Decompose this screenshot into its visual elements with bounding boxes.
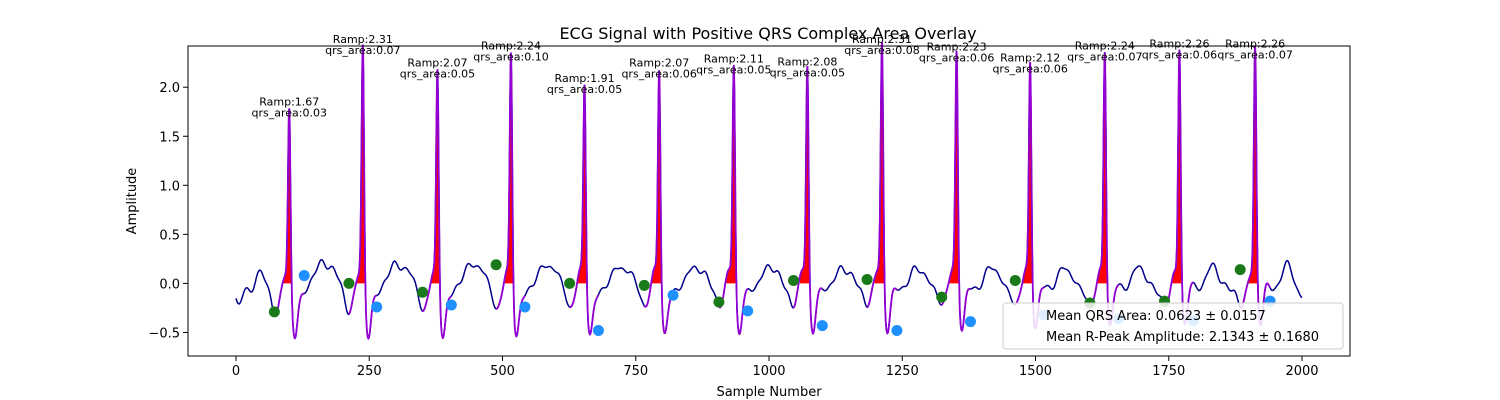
- x-tick-label: 1500: [1019, 364, 1052, 379]
- ramp-label-13: Ramp:2.26: [1149, 38, 1209, 51]
- qrs-onset-marker-9: [861, 273, 873, 285]
- qrs-onset-marker-3: [417, 286, 429, 298]
- qrs-area-label-4: qrs_area:0.10: [473, 51, 548, 64]
- y-tick-label: 1.5: [159, 130, 180, 145]
- y-tick-label: 1.0: [159, 179, 180, 194]
- legend-entry-mean-r-peak-amplitude: Mean R-Peak Amplitude: 2.1343 ± 0.1680: [1046, 330, 1319, 345]
- qrs-segment-10: [941, 50, 971, 332]
- y-axis: −0.5 0.0 0.5 1.0 1.5 2.0: [148, 81, 188, 341]
- ramp-label-14: Ramp:2.26: [1225, 38, 1285, 51]
- x-tick-label: 1000: [752, 364, 785, 379]
- qrs-segment-2: [348, 44, 377, 340]
- qrs-area-label-6: qrs_area:0.06: [621, 67, 696, 80]
- qrs-offset-marker-5: [592, 324, 604, 336]
- qrs-area-label-7: qrs_area:0.05: [696, 63, 771, 76]
- qrs-offset-marker-2: [371, 301, 383, 313]
- x-tick-label: 2000: [1285, 364, 1318, 379]
- x-tick-label: 0: [232, 364, 240, 379]
- qrs-segment-5: [569, 84, 600, 336]
- ramp-label-5: Ramp:1.91: [555, 72, 615, 85]
- chart-title: ECG Signal with Positive QRS Complex Are…: [559, 24, 976, 43]
- y-tick-label: −0.5: [148, 326, 180, 341]
- ramp-label-6: Ramp:2.07: [629, 56, 689, 69]
- ecg-signal-line: [235, 42, 1303, 340]
- x-axis-title: Sample Number: [716, 385, 822, 400]
- qrs-offset-marker-1: [298, 270, 310, 282]
- x-tick-label: 1750: [1152, 364, 1185, 379]
- qrs-onset-marker-6: [638, 279, 650, 291]
- qrs-offset-marker-9: [891, 324, 903, 336]
- ramp-label-1: Ramp:1.67: [259, 96, 319, 109]
- qrs-segment-6: [643, 70, 674, 335]
- qrs-segment-13: [1163, 49, 1194, 325]
- qrs-segment-4: [495, 52, 526, 338]
- qrs-area-label-1: qrs_area:0.03: [252, 107, 327, 120]
- ramp-label-10: Ramp:2.23: [927, 41, 987, 54]
- x-tick-label: 500: [490, 364, 515, 379]
- qrs-area-label-9: qrs_area:0.08: [844, 44, 919, 57]
- qrs-segment-8: [792, 65, 823, 335]
- qrs-segment-11: [1014, 62, 1045, 330]
- qrs-area-label-5: qrs_area:0.05: [547, 83, 622, 96]
- x-tick-label: 1250: [886, 364, 919, 379]
- qrs-onset-marker-7: [713, 296, 725, 308]
- qrs-offset-marker-7: [742, 305, 754, 317]
- qrs-area-label-11: qrs_area:0.06: [992, 62, 1067, 75]
- ramp-label-9: Ramp:2.31: [852, 33, 912, 46]
- qrs-area-label-2: qrs_area:0.07: [325, 44, 400, 57]
- ramp-label-7: Ramp:2.11: [704, 52, 764, 65]
- qrs-onset-marker-5: [564, 277, 576, 289]
- qrs-segment-12: [1089, 52, 1120, 327]
- x-tick-label: 250: [357, 364, 382, 379]
- qrs-onset-marker-10: [936, 291, 948, 303]
- legend-entry-mean-qrs-area: Mean QRS Area: 0.0623 ± 0.0157: [1046, 309, 1266, 324]
- qrs-onset-marker-2: [343, 277, 355, 289]
- qrs-onset-marker-8: [788, 274, 800, 286]
- qrs-segment-1: [273, 108, 305, 340]
- qrs-offset-marker-4: [519, 301, 531, 313]
- qrs-onset-marker-11: [1009, 274, 1021, 286]
- qrs-area-label-3: qrs_area:0.05: [400, 67, 475, 80]
- qrs-onset-marker-4: [490, 259, 502, 271]
- y-axis-title: Amplitude: [125, 168, 140, 235]
- qrs-offset-marker-3: [445, 299, 457, 311]
- plot-area: Ramp:1.67qrs_area:0.03Ramp:2.31qrs_area:…: [235, 33, 1303, 340]
- qrs-onset-marker-14: [1234, 264, 1246, 276]
- ramp-label-11: Ramp:2.12: [1000, 51, 1060, 64]
- qrs-area-label-14: qrs_area:0.07: [1217, 49, 1292, 62]
- qrs-area-label-12: qrs_area:0.07: [1067, 51, 1142, 64]
- qrs-onset-marker-1: [268, 306, 280, 318]
- y-tick-label: 0.0: [159, 277, 180, 292]
- ramp-label-2: Ramp:2.31: [333, 33, 393, 46]
- peak-annotations: Ramp:1.67qrs_area:0.03Ramp:2.31qrs_area:…: [252, 33, 1293, 120]
- qrs-area-label-10: qrs_area:0.06: [919, 52, 994, 65]
- qrs-offset-marker-8: [816, 320, 828, 332]
- qrs-offset-marker-6: [667, 289, 679, 301]
- ramp-label-8: Ramp:2.08: [777, 55, 837, 68]
- x-tick-label: 750: [623, 364, 648, 379]
- y-tick-label: 0.5: [159, 228, 180, 243]
- ramp-label-3: Ramp:2.07: [407, 56, 467, 69]
- legend: Mean QRS Area: 0.0623 ± 0.0157 Mean R-Pe…: [1002, 302, 1344, 350]
- x-axis: 0 250 500 750 1000 1250 1500 1750 2000: [232, 356, 1319, 379]
- qrs-offset-marker-10: [964, 316, 976, 328]
- legend-box: [1002, 302, 1344, 350]
- y-tick-label: 2.0: [159, 81, 180, 96]
- qrs-segment-3: [422, 69, 453, 339]
- qrs-area-label-8: qrs_area:0.05: [770, 66, 845, 79]
- qrs-segment-9: [866, 42, 898, 335]
- qrs-area-label-13: qrs_area:0.06: [1142, 49, 1217, 62]
